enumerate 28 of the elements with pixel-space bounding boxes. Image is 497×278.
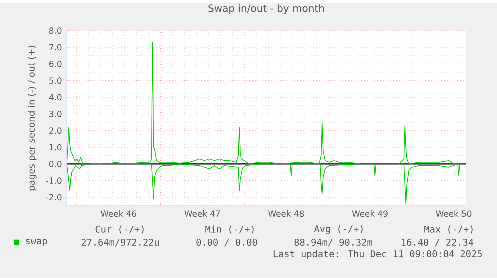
legend-label: swap	[26, 239, 48, 246]
text: Max (-/+)	[424, 226, 473, 234]
y-tick-label: 2.0	[50, 128, 62, 134]
x-tick-label: Week 49	[352, 210, 388, 218]
text: 27.64m/972.22u	[82, 239, 160, 247]
y-tick-label: 3.0	[50, 111, 62, 118]
y-tick-label: -1.0	[46, 178, 62, 184]
y-tick-label: 4.0	[49, 94, 62, 101]
x-tick-label: Week 50	[436, 210, 472, 218]
text: Last update: Thu Dec 11 09:00:04 2025	[274, 250, 482, 260]
y-tick-label: 1.0	[50, 144, 62, 151]
text: 0.00 / 0.00	[196, 239, 258, 247]
text: Avg (-/+)	[314, 225, 363, 234]
x-tick-label: Week 47	[184, 210, 220, 218]
text: Min (-/+)	[206, 226, 254, 234]
y-axis-title: pages per second in (-) / out (+)	[28, 46, 37, 191]
x-tick-label: Week 46	[100, 210, 137, 218]
y-tick-label: 0.0	[49, 161, 62, 168]
y-tick-label: 8.0	[50, 28, 62, 34]
text: Cur (-/+)	[96, 226, 144, 234]
chart-title: Swap in/out - by month	[208, 4, 324, 14]
y-tick-label: 7.0	[50, 44, 62, 51]
text: 88.94m/ 90.32m	[294, 239, 372, 247]
x-tick-label: Week 48	[268, 210, 304, 218]
y-tick-label: 5.0	[50, 78, 62, 84]
y-tick-label: -2.0	[46, 194, 62, 201]
y-tick-label: 6.0	[50, 61, 62, 68]
text: 16.40 / 22.34	[402, 239, 474, 247]
